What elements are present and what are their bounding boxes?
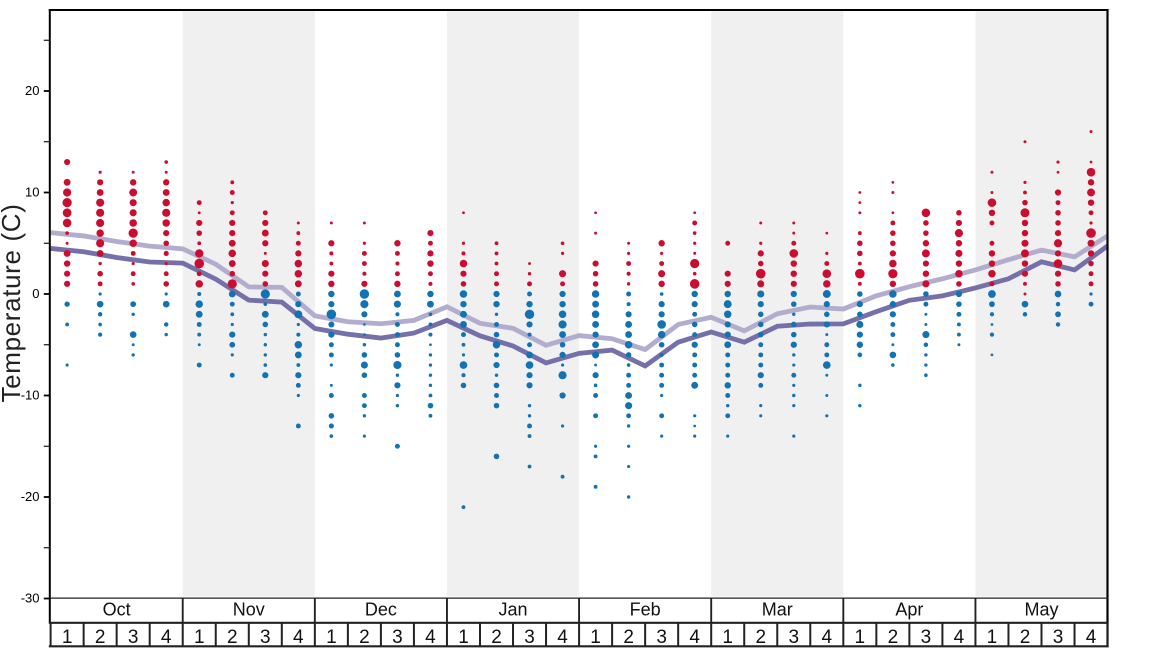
svg-text:2: 2	[491, 627, 502, 648]
svg-text:4: 4	[161, 627, 172, 648]
svg-text:Oct: Oct	[103, 600, 131, 620]
svg-text:4: 4	[822, 627, 833, 648]
svg-text:2: 2	[623, 627, 634, 648]
svg-text:2: 2	[95, 627, 106, 648]
svg-text:Nov: Nov	[233, 600, 265, 620]
svg-text:1: 1	[590, 627, 601, 648]
svg-text:1: 1	[326, 627, 337, 648]
svg-text:4: 4	[954, 627, 965, 648]
svg-text:20: 20	[25, 83, 39, 98]
svg-text:2: 2	[888, 627, 899, 648]
svg-text:3: 3	[1053, 627, 1064, 648]
svg-text:2: 2	[1020, 627, 1031, 648]
svg-text:Jan: Jan	[499, 600, 528, 620]
svg-text:1: 1	[194, 627, 205, 648]
svg-text:4: 4	[557, 627, 568, 648]
svg-text:1: 1	[458, 627, 469, 648]
svg-text:1: 1	[722, 627, 733, 648]
svg-text:10: 10	[25, 184, 39, 199]
svg-text:3: 3	[788, 627, 799, 648]
svg-text:0: 0	[32, 286, 39, 301]
svg-text:-10: -10	[21, 387, 40, 402]
svg-text:4: 4	[689, 627, 700, 648]
svg-text:Temperature (C): Temperature (C)	[0, 203, 26, 402]
svg-text:Feb: Feb	[630, 600, 661, 620]
svg-text:2: 2	[755, 627, 766, 648]
svg-text:3: 3	[524, 627, 535, 648]
svg-text:1: 1	[855, 627, 866, 648]
svg-text:4: 4	[293, 627, 304, 648]
svg-text:2: 2	[359, 627, 370, 648]
svg-text:4: 4	[425, 627, 436, 648]
svg-text:3: 3	[128, 627, 139, 648]
svg-text:Dec: Dec	[365, 600, 397, 620]
svg-text:May: May	[1024, 600, 1058, 620]
svg-text:1: 1	[62, 627, 73, 648]
svg-text:3: 3	[392, 627, 403, 648]
svg-text:4: 4	[1086, 627, 1097, 648]
svg-text:3: 3	[921, 627, 932, 648]
svg-text:Apr: Apr	[895, 600, 923, 620]
svg-text:3: 3	[656, 627, 667, 648]
svg-text:1: 1	[987, 627, 998, 648]
svg-text:-30: -30	[21, 590, 40, 605]
svg-text:Mar: Mar	[762, 600, 793, 620]
svg-text:2: 2	[227, 627, 238, 648]
svg-text:3: 3	[260, 627, 271, 648]
svg-text:-20: -20	[21, 489, 40, 504]
